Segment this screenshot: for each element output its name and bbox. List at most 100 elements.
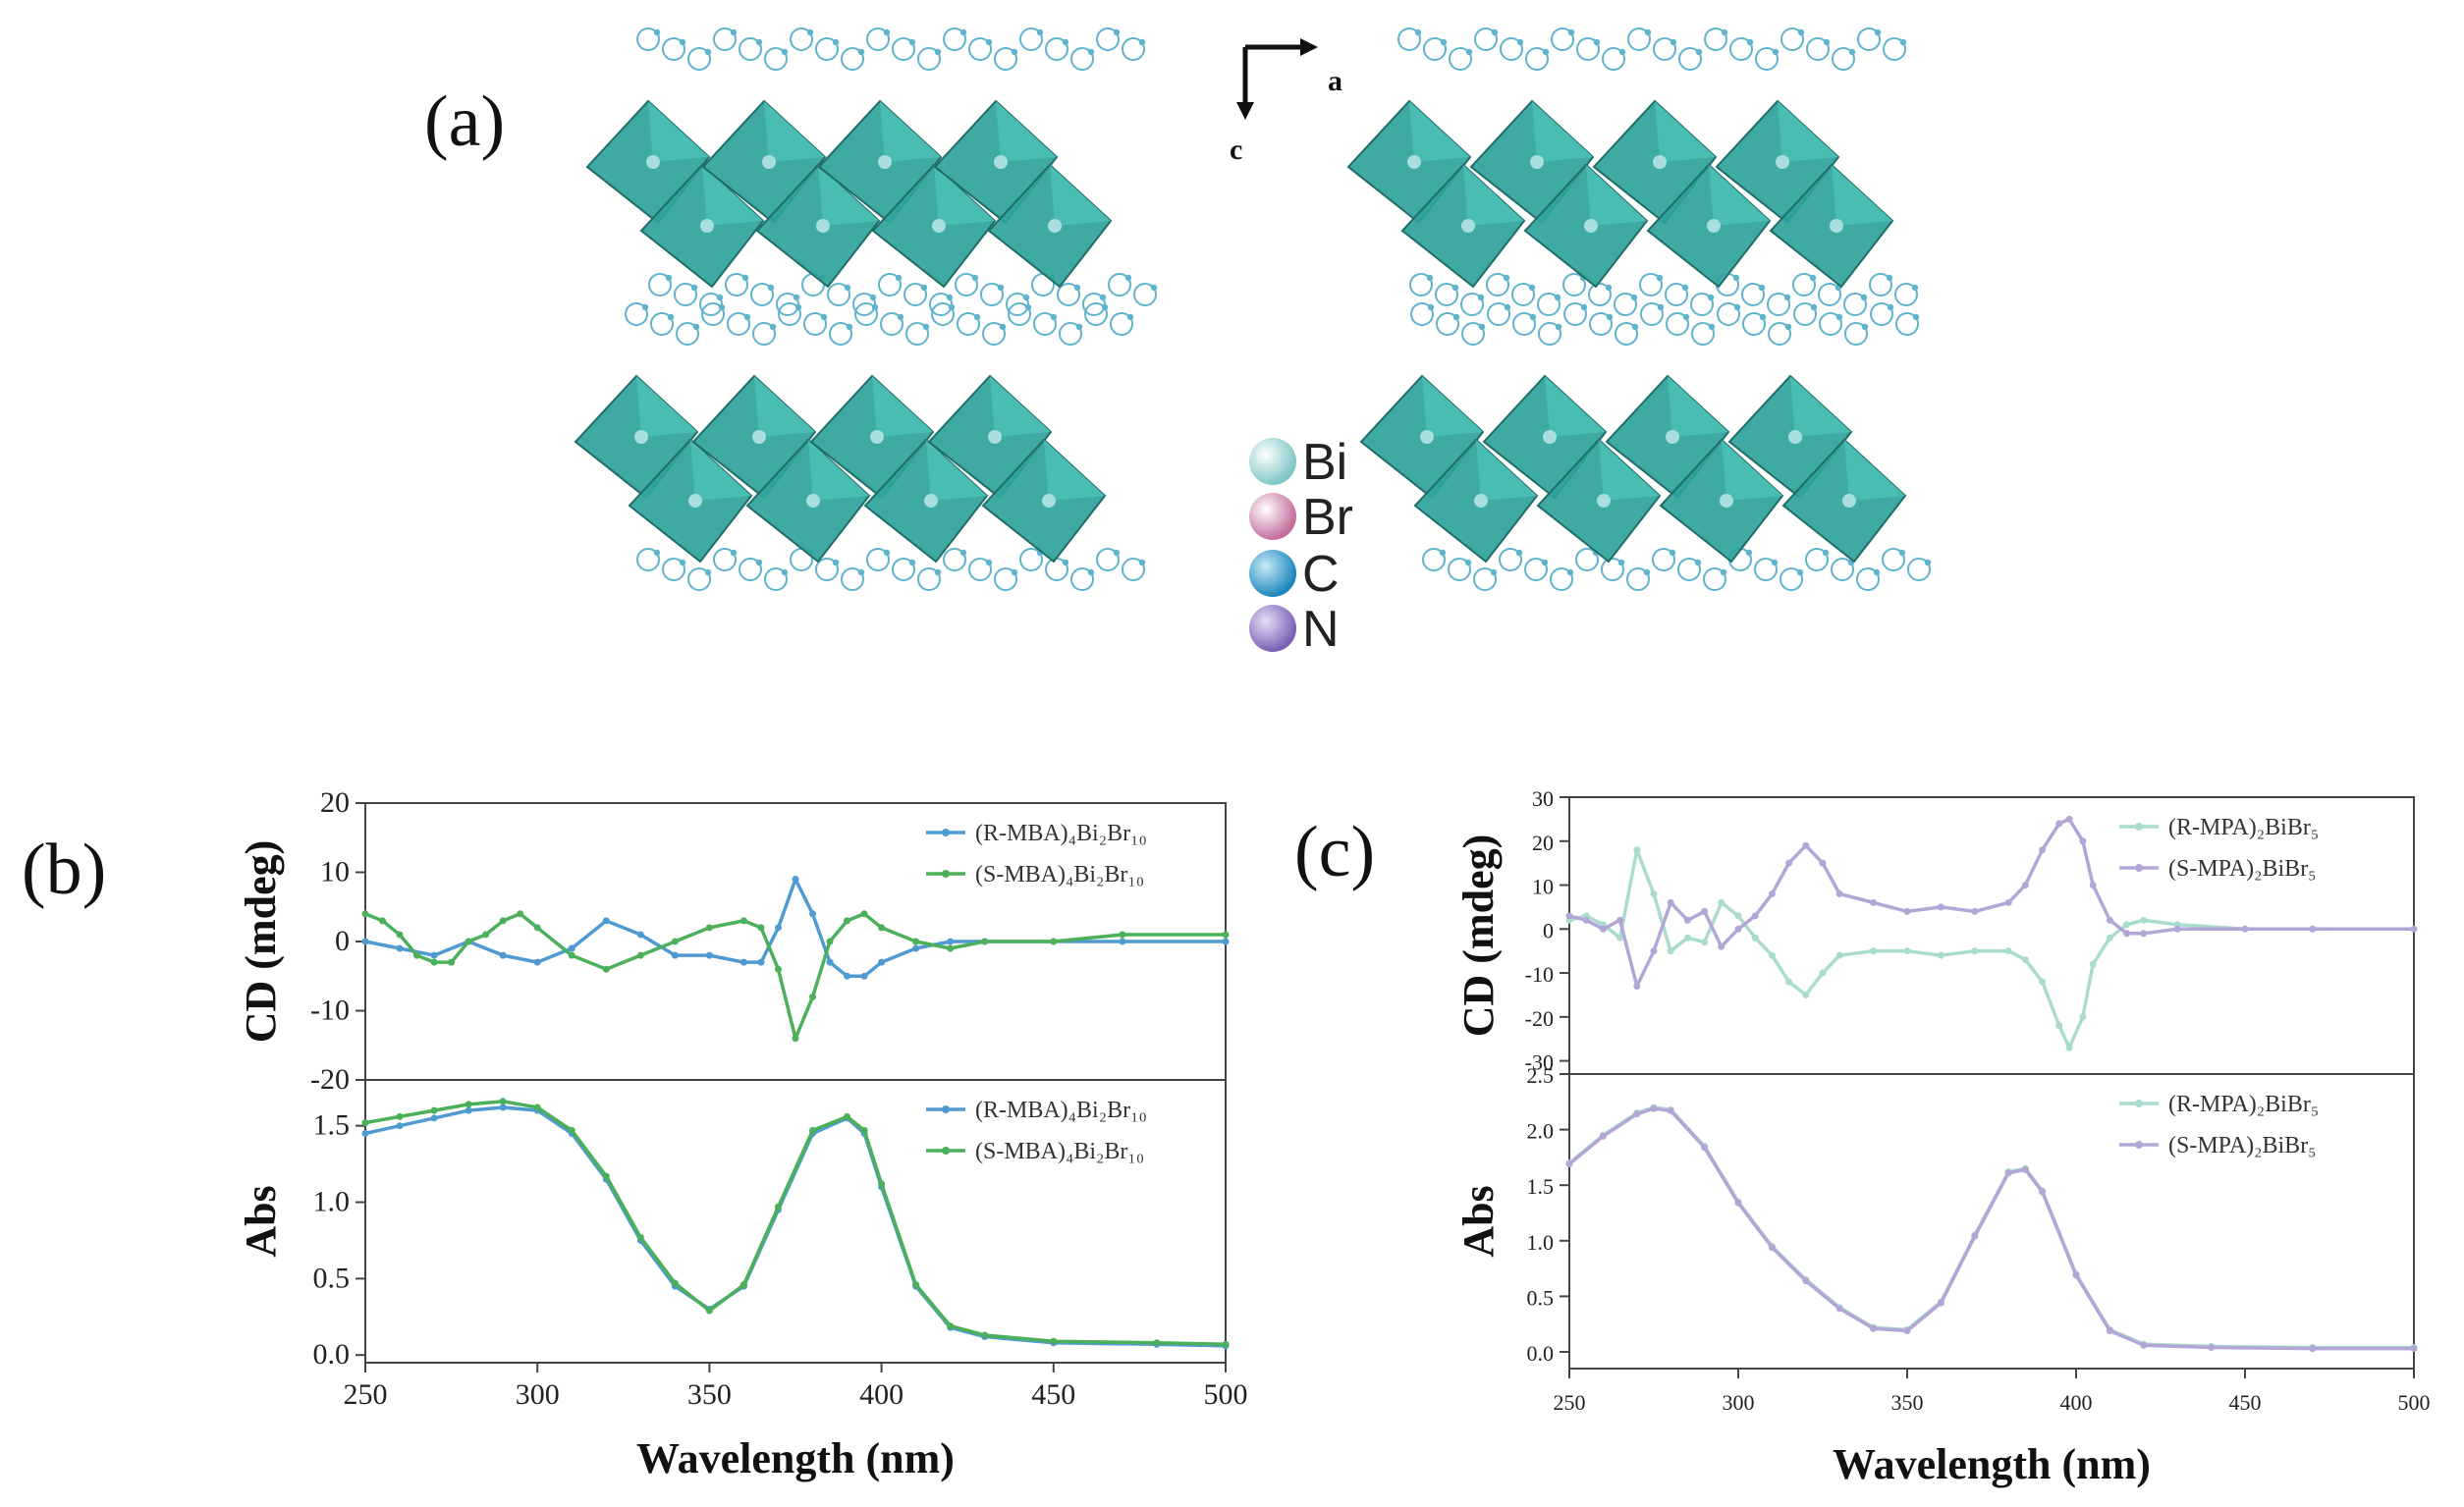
organic-atom [641,303,649,311]
c-cd-series-1-point [1819,969,1827,977]
organic-ring [764,567,788,591]
c-abs-series-2-point [2021,1165,2029,1173]
b-cd-series-1-point [396,944,404,952]
organic-atom [1126,313,1134,321]
bi-atom [924,494,938,508]
c-abs-series-2-point [1937,1299,1944,1307]
organic-ring [1537,293,1561,316]
c-cd-series-2-point [2079,837,2087,845]
b-cd-series-2-point [448,958,456,966]
bi-atom [1584,219,1598,233]
c-abs-xtick-label: 450 [2229,1390,2262,1415]
organic-ring [1793,302,1817,326]
b-abs-series-2-point [981,1331,989,1339]
c-abs-xtick-label: 350 [1891,1390,1924,1415]
c-cd-series-1-point [2039,978,2047,986]
b-abs-legend-marker [942,1105,950,1113]
c-cd-series-2-point [1565,912,1573,920]
c-cd-series-2-point [1751,912,1759,920]
organic-ring [955,273,978,296]
b-abs-series-2-point [396,1112,404,1120]
c-cd-ytick-label: -10 [1525,962,1554,987]
b-cd-series-2-point [1222,931,1230,939]
c-cd-series-2-point [2021,882,2029,889]
b-abs-series-2-point [499,1098,507,1105]
octahedron-face [1709,165,1770,226]
organic-atom [1439,549,1447,557]
organic-ring [1704,27,1727,51]
organic-ring [1008,302,1031,326]
organic-atom [767,284,775,292]
c-atom-swatch [1249,550,1296,597]
organic-ring [892,37,915,61]
c-cd-series-1-point [1701,939,1709,946]
b-cd-series-1-point [430,951,438,959]
organic-atom [1554,294,1561,301]
organic-atom [1783,294,1791,301]
octahedron-face [818,165,879,226]
b-cd-series-1-point [844,972,851,980]
c-abs-xtick-label: 400 [2060,1390,2093,1415]
organic-atom [1566,568,1574,576]
c-cd-series-2-point [2309,925,2317,933]
organic-ring [1882,548,1905,571]
organic-ring [648,273,672,296]
organic-ring [1538,322,1561,346]
organic-ring [994,47,1017,71]
b-cd-series-2-point [878,924,886,932]
c-cd-series-1-point [1718,898,1725,906]
octahedron-face [1599,440,1660,501]
organic-atom [1478,323,1486,331]
organic-atom [793,294,800,301]
organic-atom [794,303,802,311]
c-abs-series-2-point [2410,1345,2418,1353]
organic-atom [999,323,1007,331]
organic-ring [917,567,941,591]
organic-atom [1644,28,1652,36]
octahedron-face [1463,165,1524,226]
organic-atom [1542,48,1550,56]
organic-ring [1460,293,1484,316]
organic-atom [1491,28,1499,36]
organic-atom [857,48,865,56]
organic-ring [1448,558,1471,581]
organic-atom [1809,274,1817,282]
organic-ring [739,558,762,581]
organic-atom [1707,294,1715,301]
organic-ring [892,558,915,581]
octahedron-face [648,101,709,162]
b-cd-series-1-point [361,938,369,945]
c-abs-series-2-point [1650,1104,1658,1112]
organic-ring [1844,322,1868,346]
b-abs-ytick-label: 1.5 [313,1109,351,1142]
organic-ring [1703,567,1726,591]
b-abs-series-1-point [396,1122,404,1130]
b-cd-ytick-label: -10 [310,995,350,1027]
organic-atom [844,284,851,292]
b-abs-series-2-line [364,1100,1227,1347]
b-cd-series-2-point [1119,931,1126,939]
organic-ring [1551,27,1574,51]
b-cd-series-1-point [533,958,541,966]
organic-atom [781,568,789,576]
organic-atom [1477,294,1485,301]
organic-atom [679,559,686,566]
organic-ring [739,37,762,61]
c-abs-xtick-label: 300 [1723,1390,1755,1415]
b-abs-series-2-point [465,1101,472,1108]
organic-ring [1768,322,1791,346]
organic-atom [653,549,661,557]
c-abs-series-2-point [1701,1144,1709,1152]
bi-atom [688,494,702,508]
octahedron-face [808,440,869,501]
b-cd-series-2-point [396,931,404,939]
organic-atom [1087,568,1095,576]
organic-ring [1818,283,1841,306]
organic-ring [1122,558,1145,581]
organic-ring [968,558,992,581]
organic-atom [769,323,777,331]
octahedron-face [1778,101,1838,162]
b-abs-ylabel: Abs [237,1185,285,1257]
organic-ring [1486,273,1509,296]
b-abs-ytick-label: 0.5 [313,1262,351,1294]
